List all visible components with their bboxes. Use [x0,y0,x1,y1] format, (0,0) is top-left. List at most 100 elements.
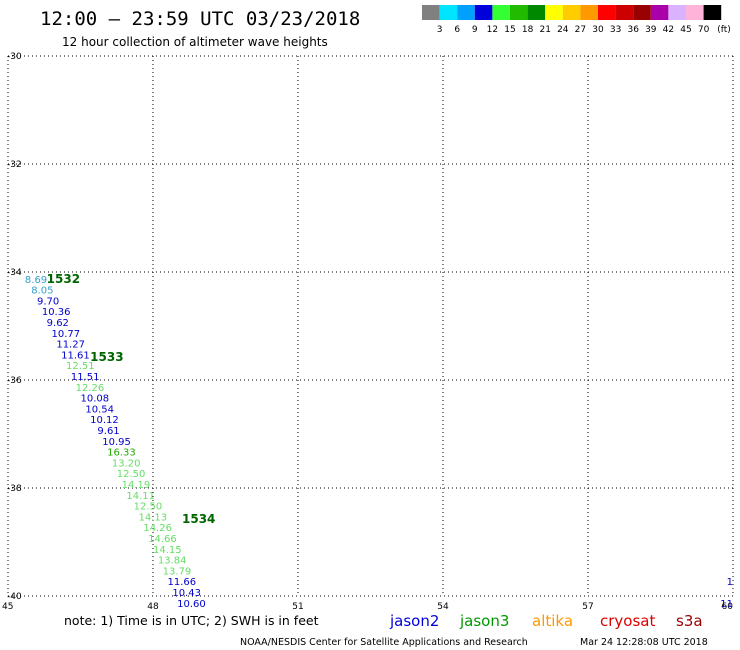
colorbar-swatch [562,5,581,20]
footer-credit: NOAA/NESDIS Center for Satellite Applica… [240,637,528,648]
observation-value: 11.27 [56,340,85,351]
satellite-legend: jason2 jason3 altika cryosat s3a [389,612,703,630]
plot-grid [7,55,734,597]
x-tick-label: 48 [147,602,159,612]
observation-value: 10.77 [52,329,81,340]
observation-value: 10.08 [81,394,110,405]
observation-value: 11.61 [61,350,90,361]
observation-value: 10.95 [102,437,131,448]
colorbar-label: 36 [627,25,639,35]
colorbar-label: 21 [539,25,550,35]
colorbar-label: 27 [575,25,586,35]
x-tick-label: 60 [722,602,734,612]
colorbar-label: 9 [472,25,478,35]
colorbar-label: 15 [504,25,515,35]
observation-value: 8.05 [31,286,53,297]
observation-value: 14.13 [139,512,168,523]
chart-title: 12:00 – 23:59 UTC 03/23/2018 [40,8,360,30]
footer-timestamp: Mar 24 12:28:08 UTC 2018 [580,637,708,648]
colorbar-label: 6 [454,25,460,35]
x-axis-ticks: 45 48 51 54 57 60 [2,602,733,612]
pass-labels: 1532 1533 1534 [47,272,216,526]
observation-value: 11.51 [71,372,100,383]
colorbar-swatch [598,5,616,20]
colorbar-label: 70 [698,25,710,35]
colorbar-swatch [580,5,598,20]
observation-value: 12.50 [134,502,163,513]
observation-value: 9.62 [47,318,69,329]
y-axis-ticks: -30 -32 -34 -36 -38 -40 [7,52,22,602]
y-tick-label: -32 [7,160,22,170]
observation-value: 9.61 [97,426,119,437]
satellite-jason2: jason2 [389,612,439,630]
satellite-s3a: s3a [676,612,703,630]
observation-value: 10.54 [85,404,114,415]
satellite-cryosat: cryosat [600,612,655,630]
observation-value: 12.50 [117,469,146,480]
y-tick-label: -40 [7,592,22,602]
colorbar-swatch [492,5,510,20]
satellite-jason3: jason3 [459,612,509,630]
colorbar-swatch [686,5,704,20]
y-tick-label: -36 [7,376,22,386]
colorbar-swatch [668,5,686,20]
observation-value: 10.60 [177,599,206,610]
observation-value: 14.15 [153,545,182,556]
observation-value: 14.19 [122,480,151,491]
observation-value: 8.69 [25,275,47,286]
colorbar-label: 24 [557,25,569,35]
wave-height-observations: 8.698.059.7010.369.6210.7711.2711.6112.5… [25,275,733,610]
colorbar-swatch [510,5,528,20]
x-tick-label: 54 [437,602,449,612]
observation-value: 10.43 [172,588,201,599]
x-tick-label: 57 [582,602,593,612]
colorbar-swatch [439,5,458,20]
satellite-altika: altika [532,612,573,630]
colorbar-swatch [633,5,651,20]
observation-value: 13.79 [163,566,192,577]
observation-value: 10.36 [42,307,71,318]
pass-label: 1533 [90,350,123,364]
colorbar-swatch [615,5,634,20]
colorbar-swatch [650,5,669,20]
colorbar-swatch [422,5,440,20]
colorbar-swatch [527,5,546,20]
y-tick-label: -30 [7,52,22,62]
colorbar-label: 39 [645,25,657,35]
colorbar-label: 45 [680,25,691,35]
observation-value: 11.66 [168,577,197,588]
colorbar-swatch [474,5,493,20]
observation-value: 13.20 [112,458,141,469]
colorbar-swatch [703,5,722,20]
colorbar-label: 3 [437,25,443,35]
observation-value: 12.26 [76,383,105,394]
colorbar-label: 18 [522,25,534,35]
observation-value: 14.66 [148,534,177,545]
colorbar-label: 42 [663,25,674,35]
colorbar-unit: (ft) [717,25,731,35]
observation-value: 11 [720,599,733,610]
observation-value: 12.51 [66,361,95,372]
colorbar-swatch [545,5,563,20]
chart-subtitle: 12 hour collection of altimeter wave hei… [62,35,328,49]
pass-label: 1534 [182,512,215,526]
y-tick-label: -34 [7,268,22,278]
colorbar-label: 12 [487,25,498,35]
observation-value: 16.33 [107,448,136,459]
pass-label: 1532 [47,272,80,286]
observation-value: 9.70 [37,296,59,307]
x-tick-label: 45 [2,602,13,612]
observation-value: 13.84 [158,556,187,567]
colorbar-legend: 3 6 9 12 15 18 21 24 27 30 33 36 39 42 45 70 (ft) [422,5,731,35]
y-tick-label: -38 [7,484,22,494]
observation-value: 10.12 [90,415,119,426]
colorbar-label: 30 [592,25,604,35]
footer-note: note: 1) Time is in UTC; 2) SWH is in fe… [64,613,319,628]
x-tick-label: 51 [292,602,303,612]
observation-value: 14.26 [143,523,172,534]
observation-value: 1 [727,577,733,588]
observation-value: 14.11 [126,491,155,502]
colorbar-label: 33 [610,25,621,35]
colorbar-swatch [457,5,475,20]
